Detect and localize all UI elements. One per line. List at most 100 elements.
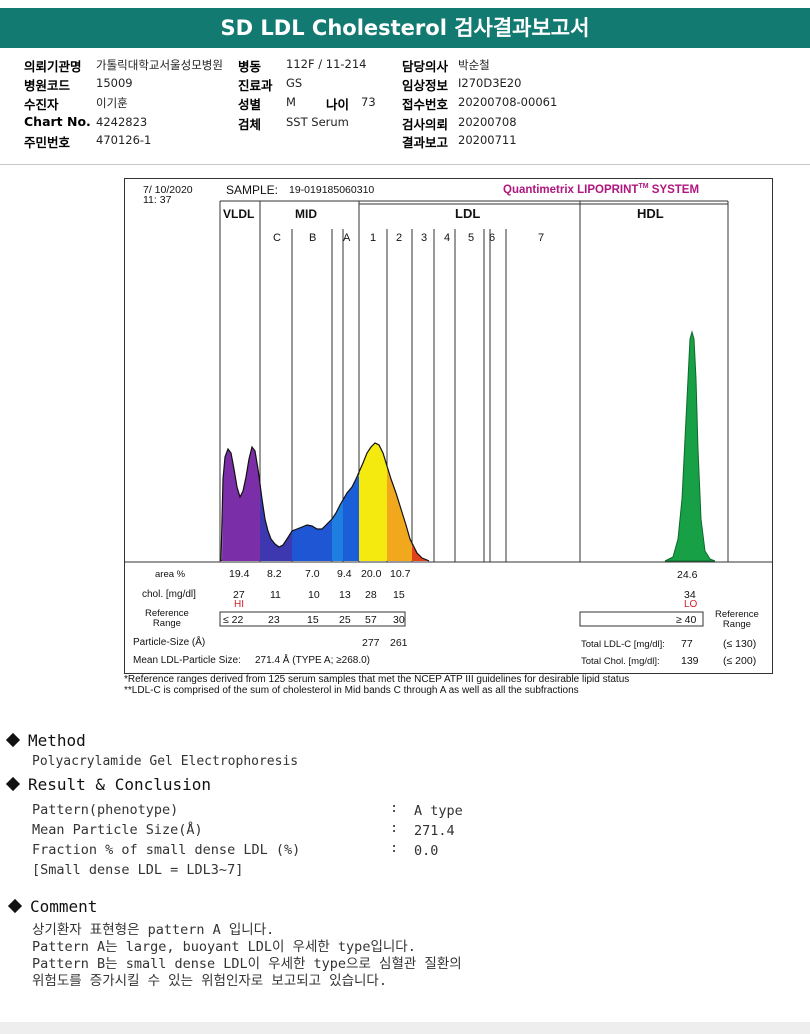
info-label: 진료과 bbox=[238, 78, 273, 93]
total-chol-label: Total Chol. [mg/dl]: bbox=[581, 656, 660, 667]
band-label: 5 bbox=[468, 232, 475, 244]
ref-value: 25 bbox=[339, 614, 351, 626]
diamond-bullet-icon bbox=[5, 732, 21, 748]
info-label: 병원코드 bbox=[24, 78, 71, 93]
diamond-bullet-icon bbox=[7, 898, 23, 914]
mean-size-label: Mean LDL-Particle Size: bbox=[133, 655, 241, 666]
band-vldl: VLDL bbox=[223, 207, 255, 221]
lo-flag: LO bbox=[684, 599, 698, 610]
comment-line: Pattern B는 small dense LDL이 우세한 type으로 심… bbox=[32, 956, 462, 972]
result-value: 271.4 bbox=[414, 823, 455, 839]
method-heading: Method bbox=[5, 731, 86, 750]
chol-value-hdl: 34 bbox=[684, 589, 696, 601]
hi-flag: HI bbox=[234, 599, 244, 610]
info-value: 15009 bbox=[96, 76, 133, 90]
total-chol-value: 139 bbox=[681, 655, 699, 667]
band-label: 2 bbox=[396, 232, 403, 244]
chol-value: 28 bbox=[365, 589, 377, 601]
method-text: Polyacrylamide Gel Electrophoresis bbox=[32, 754, 299, 769]
particle-size-value: 277 bbox=[362, 637, 380, 649]
ref-value: ≤ 22 bbox=[223, 614, 244, 626]
area-value: 10.7 bbox=[390, 568, 411, 580]
band-label: 7 bbox=[538, 232, 545, 244]
ref-value: 30 bbox=[393, 614, 405, 626]
band-hdl: HDL bbox=[637, 206, 664, 221]
ref-value: 57 bbox=[365, 614, 377, 626]
info-label: 수진자 bbox=[24, 97, 59, 112]
info-label: 접수번호 bbox=[402, 97, 449, 112]
chol-value: 10 bbox=[308, 589, 320, 601]
sample-label: SAMPLE: bbox=[226, 183, 279, 197]
reference-range-label: Reference Range bbox=[145, 608, 189, 629]
diamond-bullet-icon bbox=[5, 776, 21, 792]
info-label: 담당의사 bbox=[402, 59, 449, 74]
report-date: 7/ 10/2020 bbox=[143, 184, 193, 196]
total-ldl-label: Total LDL-C [mg/dl]: bbox=[581, 639, 665, 650]
footnote: **LDL-C is comprised of the sum of chole… bbox=[124, 685, 579, 696]
ref-value: 23 bbox=[268, 614, 280, 626]
info-label: 결과보고 bbox=[402, 135, 449, 150]
area-label: area % bbox=[155, 569, 186, 580]
info-value: I270D3E20 bbox=[458, 76, 522, 90]
comment-heading: Comment bbox=[7, 897, 97, 916]
reference-range-label-right: Reference Range bbox=[715, 609, 759, 630]
info-value: 가톨릭대학교서울성모병원 bbox=[96, 58, 223, 72]
info-value: 20200708 bbox=[458, 115, 517, 129]
info-label: Chart No. bbox=[24, 114, 91, 129]
result-note: [Small dense LDL = LDL3~7] bbox=[32, 862, 244, 878]
result-value: 0.0 bbox=[414, 843, 439, 859]
ref-value-hdl: ≥ 40 bbox=[676, 614, 697, 626]
info-value: 4242823 bbox=[96, 115, 148, 129]
band-label: 6 bbox=[489, 232, 496, 244]
patient-info: 의뢰기관명 가톨릭대학교서울성모병원 병원코드 15009 수진자 이기훈 Ch… bbox=[0, 52, 810, 165]
band-label: B bbox=[309, 232, 317, 244]
result-value: A type bbox=[414, 803, 463, 819]
ref-value: 15 bbox=[307, 614, 319, 626]
result-colon: : bbox=[390, 800, 399, 816]
lipoprint-report: 7/ 10/2020 11: 37 SAMPLE: 19-01918506031… bbox=[124, 178, 773, 674]
info-value: 20200711 bbox=[458, 133, 517, 147]
mean-size-value: 271.4 Å (TYPE A; ≥268.0) bbox=[255, 655, 370, 666]
band-label: A bbox=[343, 232, 351, 244]
result-heading: Result & Conclusion bbox=[5, 775, 211, 794]
chol-value: 11 bbox=[270, 589, 281, 601]
band-label: 3 bbox=[421, 232, 428, 244]
info-value: 박순철 bbox=[458, 58, 490, 72]
comment-line: 위험도를 증가시킬 수 있는 위험인자로 보고되고 있습니다. bbox=[32, 973, 387, 989]
info-label: 의뢰기관명 bbox=[24, 59, 82, 74]
particle-size-value: 261 bbox=[390, 637, 408, 649]
info-label: 임상정보 bbox=[402, 78, 449, 93]
info-label: 검체 bbox=[238, 117, 262, 132]
report-title: SD LDL Cholesterol 검사결과보고서 bbox=[0, 8, 810, 48]
lipoprint-graph bbox=[125, 200, 772, 627]
info-label: 병동 bbox=[238, 59, 262, 74]
chol-value: 27 bbox=[233, 589, 245, 601]
report-time: 11: 37 bbox=[143, 194, 172, 206]
area-value: 20.0 bbox=[361, 568, 382, 580]
result-label: Fraction % of small dense LDL (%) bbox=[32, 842, 301, 858]
info-value: 73 bbox=[361, 95, 376, 109]
footnotes: *Reference ranges derived from 125 serum… bbox=[124, 674, 629, 696]
band-label: 4 bbox=[444, 232, 451, 244]
info-value: 이기훈 bbox=[96, 96, 128, 110]
info-value: M bbox=[286, 95, 296, 109]
band-ldl: LDL bbox=[455, 206, 481, 221]
chol-value: 15 bbox=[393, 589, 405, 601]
area-value: 7.0 bbox=[305, 568, 320, 580]
sample-id: 19-019185060310 bbox=[289, 184, 375, 196]
brand-logo: Quantimetrix LIPOPRINTTM SYSTEM bbox=[503, 183, 700, 196]
info-label: 성별 bbox=[238, 97, 262, 112]
area-value-hdl: 24.6 bbox=[677, 569, 698, 581]
info-value: 112F / 11-214 bbox=[286, 57, 367, 71]
band-label: 1 bbox=[370, 232, 377, 244]
info-value: GS bbox=[286, 76, 303, 90]
area-value: 19.4 bbox=[229, 568, 250, 580]
info-label: 주민번호 bbox=[24, 135, 71, 150]
footer-bar bbox=[0, 1022, 810, 1034]
area-value: 8.2 bbox=[267, 568, 282, 580]
info-value: 470126-1 bbox=[96, 133, 152, 147]
particle-size-label: Particle-Size (Å) bbox=[133, 637, 206, 648]
info-label: 검사의뢰 bbox=[402, 117, 449, 132]
result-colon: : bbox=[390, 840, 399, 856]
footnote: *Reference ranges derived from 125 serum… bbox=[124, 674, 630, 685]
